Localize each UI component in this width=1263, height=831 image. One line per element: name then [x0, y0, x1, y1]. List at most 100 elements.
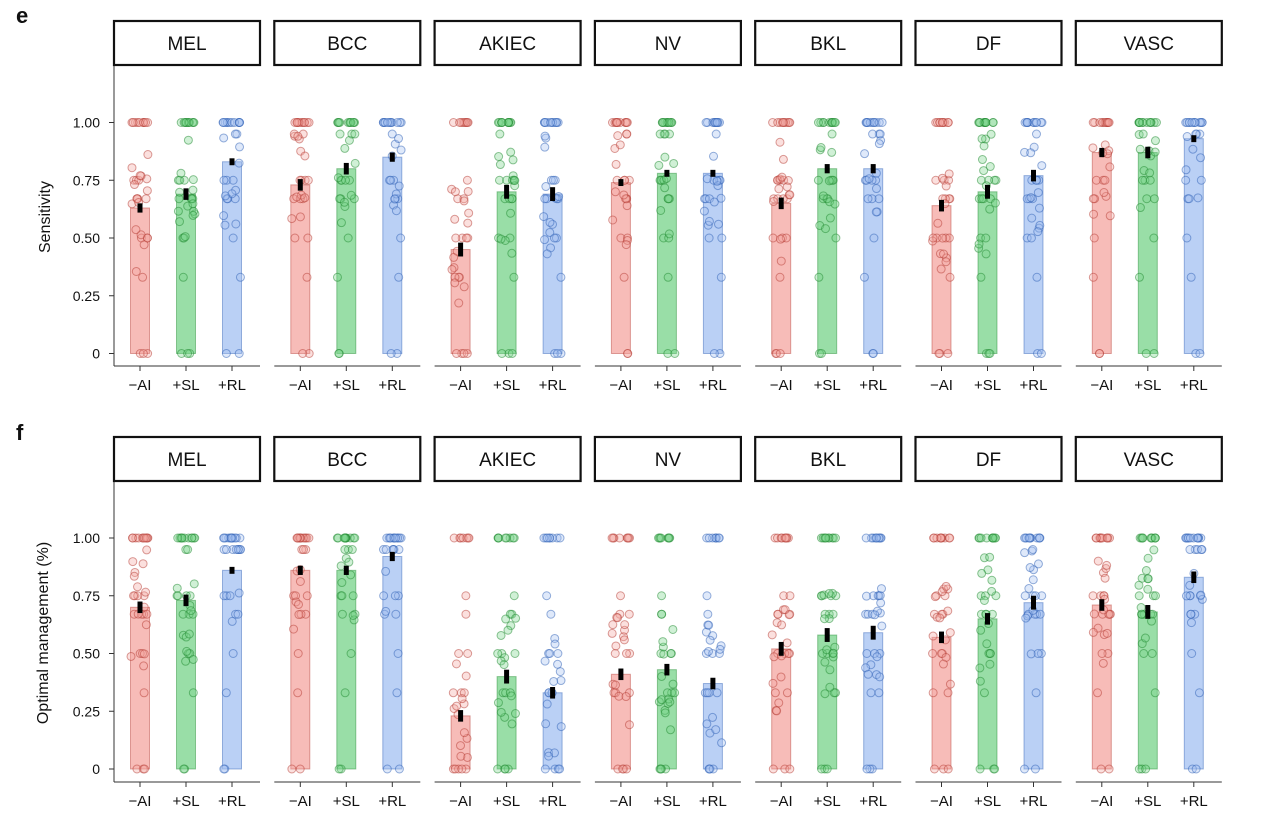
panel-e-facet-vasc-point — [1105, 162, 1115, 172]
panel-e-facet-vasc-point — [1088, 118, 1098, 127]
panel-f-facet-nv-point — [702, 719, 712, 729]
panel-e-facet-bkl-x-tick-label: +SL — [814, 377, 841, 394]
panel-f-facet-df-point — [928, 649, 938, 658]
panel-f-facet-mel-point — [219, 533, 229, 543]
panel-f-facet-df-point — [1031, 688, 1041, 698]
panel-e-facet-bcc-point — [350, 158, 360, 168]
panel-e-facet-nv-point — [716, 193, 726, 203]
panel-f-facet-akiec-point — [555, 764, 565, 774]
panel-f-facet-akiec-point — [456, 751, 466, 761]
panel-f-facet-akiec-point — [461, 671, 471, 681]
panel-f-facet-bkl-point — [769, 652, 779, 662]
panel-f-facet-akiec-point — [454, 649, 464, 658]
panel-f-facet-df-point — [1020, 548, 1030, 558]
panel-e-facet-akiec-point — [548, 175, 558, 185]
panel-e-facet-nv-point — [711, 129, 721, 139]
panel-e-y-tick-label: 0.50 — [73, 230, 100, 246]
panel-f-facet-df-point — [1035, 609, 1045, 619]
panel-f-facet-bcc-point — [382, 533, 392, 543]
panel-f-facet-df-point — [1021, 613, 1031, 623]
panel-e-facet-bkl-point — [862, 118, 872, 127]
panel-f-facet-akiec-point — [539, 533, 549, 543]
panel-e-facet-vasc-point — [1188, 144, 1198, 154]
panel-f-facet-mel-point — [187, 533, 197, 543]
panel-f-facet-bcc-point — [293, 649, 303, 658]
panel-e-facet-mel-point — [174, 194, 184, 204]
panel-f-facet-bkl-point — [877, 621, 887, 631]
panel-f-facet-vasc-point — [1089, 609, 1099, 619]
panel-e-facet-vasc-point — [1138, 129, 1148, 139]
panel-f-facet-nv-point — [702, 591, 712, 601]
panel-e-facet-bcc-point — [346, 190, 356, 200]
panel-e-facet-df-point — [984, 175, 994, 185]
panel-f-facet-nv-x-tick-label: +SL — [653, 793, 680, 810]
panel-e-facet-df-x-tick-label: +RL — [1020, 377, 1048, 394]
panel-f-facet-nv-point — [619, 635, 629, 645]
panel-e-facet-mel-point — [175, 187, 185, 197]
panel-f-facet-bcc-point — [347, 545, 357, 555]
panel-f-facet-akiec-point — [459, 728, 469, 738]
panel-e-facet-akiec-point — [508, 171, 518, 181]
panel-e-facet-df-point — [974, 239, 984, 249]
panel-f-facet-nv-point — [614, 691, 624, 701]
panel-e-facet-akiec-point — [450, 278, 460, 288]
panel-e-facet-nv-point — [709, 197, 719, 207]
panel-f-facet-df-point — [1026, 649, 1036, 659]
panel-e-facet-bcc-point — [345, 118, 355, 127]
panel-e-facet-nv-point — [655, 129, 665, 139]
panel-f-facet-bkl-x-tick-label: +RL — [859, 793, 887, 810]
panel-f-facet-akiec-point — [451, 659, 461, 669]
panel-e-facet-mel-point — [222, 175, 232, 185]
panel-f-facet-bcc-point — [378, 545, 388, 555]
panel-f-facet-akiec-point — [542, 533, 552, 543]
panel-e-facet-nv-point — [664, 118, 674, 127]
panel-e-facet-bkl-x-tick-label: +RL — [859, 377, 887, 394]
panel-f-facet-nv-point — [657, 695, 667, 705]
panel-e-facet-akiec-point — [540, 235, 550, 245]
panel-e-facet-mel-point — [141, 194, 151, 204]
panel-e-facet-vasc-point — [1145, 168, 1155, 178]
panel-f-facet-nv-x-tick-label: +RL — [699, 793, 727, 810]
panel-e-facet-akiec-point — [497, 118, 507, 127]
panel-e-facet-vasc-point — [1135, 144, 1145, 154]
panel-e-facet-vasc-point — [1100, 175, 1110, 185]
panel-f-facet-vasc-point — [1136, 603, 1146, 613]
panel-f-facet-akiec-point — [500, 712, 510, 722]
panel-f-facet-mel-point — [172, 583, 182, 593]
panel-f-facet-akiec-point — [541, 719, 551, 729]
panel-e-facet-bkl-point — [827, 129, 837, 139]
panel-f-facet-bcc-point — [289, 624, 299, 634]
panel-e-facet-mel-point — [228, 233, 238, 243]
panel-f-facet-mel-x-tick-label: −AI — [129, 793, 152, 810]
panel-e-facet-mel-header — [112, 19, 262, 67]
panel-f-facet-bcc-point — [295, 576, 305, 586]
panel-e-facet-bcc-point — [290, 233, 300, 243]
panel-f-facet-mel-point — [129, 591, 139, 601]
panel-e-facet-bcc-point — [292, 192, 302, 202]
panel-f-facet-akiec-point — [496, 630, 506, 640]
panel-f-facet-bcc-point — [381, 545, 391, 555]
panel-e-facet-mel-point — [129, 180, 139, 190]
panel-f-facet-nv-point — [668, 679, 678, 689]
panel-e-facet-bkl-point — [869, 118, 879, 127]
panel-f-facet-bkl-point — [820, 764, 830, 774]
panel-e-facet-df-point — [945, 272, 955, 282]
panel-f-facet-bkl-point — [863, 669, 873, 679]
panel-f-facet-nv-point — [703, 609, 713, 619]
panel-e-facet-akiec-point — [451, 233, 461, 243]
panel-f-facet-bkl-point — [785, 764, 795, 774]
panel-f-facet-bkl-point — [828, 648, 838, 658]
panel-f-facet-vasc-point — [1134, 591, 1144, 601]
panel-f-facet-df-point — [941, 652, 951, 662]
panel-f-facet-mel-point — [221, 545, 231, 555]
panel-e-facet-bkl-point — [769, 196, 779, 206]
panel-e-facet-mel-point — [127, 199, 137, 209]
panel-e-facet-bcc-bar-ai — [290, 184, 311, 354]
panel-e-facet-akiec-point — [545, 227, 555, 237]
panel-f-facet-vasc-title: VASC — [1124, 450, 1174, 471]
panel-f-facet-akiec-point — [556, 722, 566, 732]
panel-f-facet-nv-point — [624, 720, 634, 730]
panel-f-facet-df-point — [975, 663, 985, 673]
panel-e-facet-nv-title: NV — [655, 34, 682, 55]
panel-e-facet-vasc-point — [1138, 175, 1148, 185]
